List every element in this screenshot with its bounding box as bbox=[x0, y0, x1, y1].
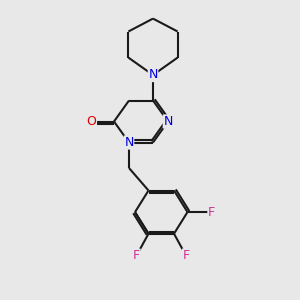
Text: N: N bbox=[163, 115, 173, 128]
Text: N: N bbox=[124, 136, 134, 149]
Text: F: F bbox=[133, 249, 140, 262]
Text: N: N bbox=[148, 68, 158, 82]
Text: O: O bbox=[87, 115, 96, 128]
Text: F: F bbox=[182, 249, 190, 262]
Text: F: F bbox=[208, 206, 215, 219]
